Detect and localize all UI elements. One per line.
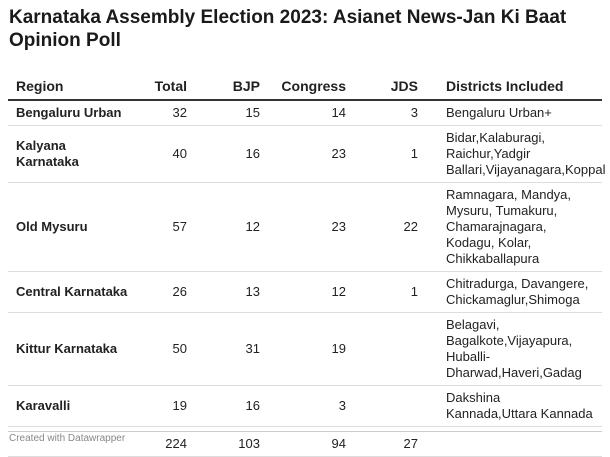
table-row: Kittur Karnataka 50 31 19 Belagavi, Bagalkot… (8, 312, 602, 386)
table-row: Kalyana Karnataka 40 16 23 1 Bidar,Kalaburagi… (8, 125, 605, 183)
total-cell: 27 (354, 431, 426, 457)
table-cell: 31 (195, 312, 268, 386)
column-header: Districts Included (426, 72, 602, 101)
table-row: Old Mysuru 57 12 23 22 Ramnagara, Mandya, Mys… (8, 182, 602, 272)
table-cell: 40 (140, 125, 195, 183)
table-cell: 23 (268, 182, 354, 272)
table-cell: 13 (195, 271, 268, 313)
table-cell: 12 (268, 271, 354, 313)
table-cell: 3 (354, 100, 426, 126)
column-header: Congress (268, 72, 354, 101)
table-row: Bengaluru Urban 32 15 14 3 Bengaluru Urban+ (8, 100, 602, 126)
spacer-cell (140, 426, 195, 432)
table-cell: Central Karnataka (8, 271, 140, 313)
table-cell (354, 312, 426, 386)
table-cell (354, 385, 426, 427)
table-cell: 57 (140, 182, 195, 272)
table-cell: 3 (268, 385, 354, 427)
spacer (8, 426, 602, 432)
table-cell: 23 (268, 125, 354, 183)
table-cell: Chitradurga, Davangere, Chickamaglur,Shi… (426, 271, 602, 313)
column-header: Total (140, 72, 195, 101)
table-cell: Belagavi, Bagalkote,Vijayapura, Huballi-… (426, 312, 602, 386)
column-header: JDS (354, 72, 426, 101)
table-cell: Kittur Karnataka (8, 312, 140, 386)
credit: Created with Datawrapper (9, 433, 126, 444)
table-cell: 26 (140, 271, 195, 313)
spacer-cell (426, 426, 602, 432)
table-cell: 50 (140, 312, 195, 386)
table-cell: 14 (268, 100, 354, 126)
table-cell: Bidar,Kalaburagi, Raichur,Yadgir Ballari… (426, 125, 605, 183)
table-cell: Bengaluru Urban+ (426, 100, 602, 126)
table-cell: 1 (354, 271, 426, 313)
title: Karnataka Assembly Election 2023: Asiane… (9, 7, 567, 51)
data-table: Region Total BJP Congress JDS Districts Inclu… (8, 72, 605, 457)
table-cell: 22 (354, 182, 426, 272)
spacer-cell (195, 426, 268, 432)
table-cell: 15 (195, 100, 268, 126)
spacer-cell (354, 426, 426, 432)
table-cell: Ramnagara, Mandya, Mysuru, Tumakuru, Cha… (426, 182, 602, 272)
table-cell: 16 (195, 125, 268, 183)
table-cell: Kalyana Karnataka (8, 125, 140, 183)
total-cell: 94 (268, 431, 354, 457)
table-cell: 19 (268, 312, 354, 386)
table-cell: 12 (195, 182, 268, 272)
table-cell: 19 (140, 385, 195, 427)
table-cell: 16 (195, 385, 268, 427)
table-row: Karavalli 19 16 3 Dakshina Kannada,Uttara Ka… (8, 385, 602, 427)
column-header: Region (8, 72, 140, 101)
table-cell: Bengaluru Urban (8, 100, 140, 126)
table-cell: Dakshina Kannada,Uttara Kannada (426, 385, 602, 427)
spacer-cell (8, 426, 140, 432)
total-cell: 103 (195, 431, 268, 457)
column-header: BJP (195, 72, 268, 101)
table-cell: Karavalli (8, 385, 140, 427)
table-cell: 1 (354, 125, 426, 183)
spacer-cell (268, 426, 354, 432)
total-cell (426, 431, 602, 457)
total-cell: 224 (140, 431, 195, 457)
table-row: Central Karnataka 26 13 12 1 Chitradurga, Dav… (8, 271, 602, 313)
header-row: Region Total BJP Congress JDS Districts Inclu… (8, 72, 602, 101)
table-cell: Old Mysuru (8, 182, 140, 272)
table-cell: 32 (140, 100, 195, 126)
